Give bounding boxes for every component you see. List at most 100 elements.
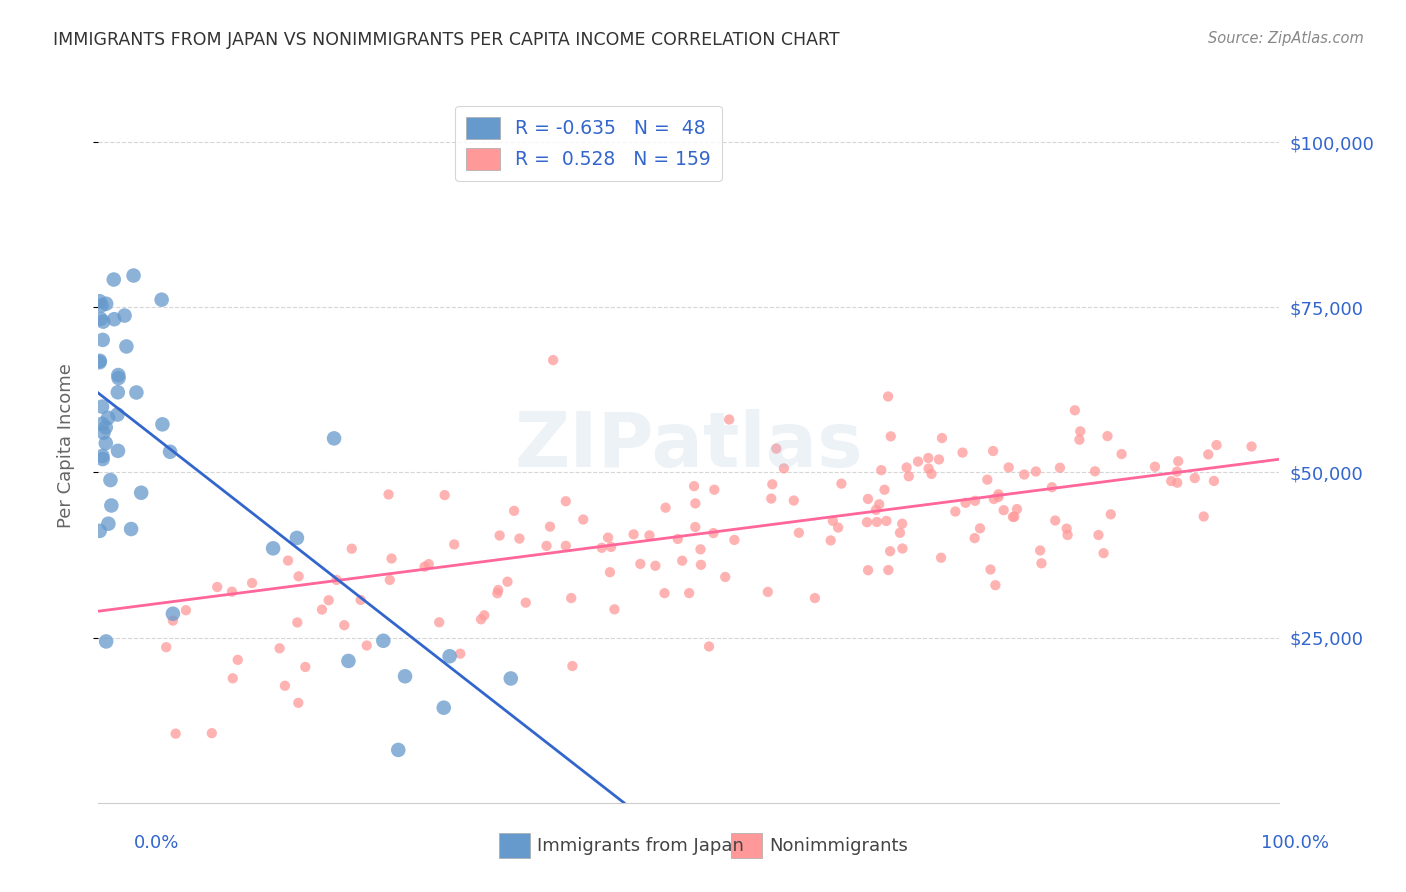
Point	[91, 449, 114, 463]
Point	[205, 580, 228, 594]
Point	[377, 487, 399, 501]
Point	[496, 574, 519, 589]
Point	[877, 390, 900, 404]
Point	[897, 469, 920, 483]
Point	[262, 541, 284, 556]
Point	[554, 539, 576, 553]
Point	[285, 531, 308, 545]
Text: Nonimmigrants: Nonimmigrants	[769, 837, 908, 855]
Point	[1045, 514, 1067, 528]
Point	[880, 429, 903, 443]
Point	[963, 531, 986, 545]
Point	[94, 436, 117, 450]
Point	[877, 563, 900, 577]
Point	[773, 461, 796, 475]
Point	[917, 461, 939, 475]
Point	[979, 562, 1001, 576]
Text: Immigrants from Japan: Immigrants from Japan	[537, 837, 744, 855]
Point	[697, 640, 720, 654]
Point	[1002, 509, 1025, 524]
Point	[152, 417, 174, 432]
Text: IMMIGRANTS FROM JAPAN VS NONIMMIGRANTS PER CAPITA INCOME CORRELATION CHART: IMMIGRANTS FROM JAPAN VS NONIMMIGRANTS P…	[53, 31, 839, 49]
Point	[690, 558, 713, 572]
Point	[1099, 508, 1122, 522]
Point	[1192, 509, 1215, 524]
Point	[1040, 480, 1063, 494]
Point	[683, 479, 706, 493]
Point	[449, 647, 471, 661]
Point	[554, 494, 576, 508]
Point	[889, 525, 911, 540]
Point	[515, 596, 537, 610]
Point	[875, 514, 897, 528]
Point	[114, 309, 136, 323]
Point	[756, 585, 779, 599]
Point	[870, 463, 893, 477]
Point	[1063, 403, 1085, 417]
Point	[666, 532, 689, 546]
Point	[718, 412, 741, 426]
Point	[488, 528, 510, 542]
Point	[103, 272, 125, 286]
Point	[856, 491, 879, 506]
Point	[240, 576, 263, 591]
Point	[91, 400, 114, 414]
Point	[277, 553, 299, 567]
Point	[394, 669, 416, 683]
Point	[323, 431, 346, 445]
Point	[654, 500, 676, 515]
Point	[413, 559, 436, 574]
Point	[866, 515, 889, 529]
Point	[560, 591, 582, 605]
Point	[1240, 440, 1263, 454]
Point	[879, 544, 901, 558]
Point	[100, 473, 122, 487]
Point	[120, 522, 142, 536]
Point	[269, 641, 291, 656]
Point	[325, 573, 347, 587]
Point	[1056, 528, 1078, 542]
Point	[987, 487, 1010, 501]
Point	[830, 476, 852, 491]
Point	[1160, 474, 1182, 488]
Point	[896, 460, 918, 475]
Point	[1001, 510, 1024, 524]
Point	[472, 608, 495, 623]
Point	[931, 431, 953, 445]
Point	[107, 371, 129, 385]
Point	[856, 563, 879, 577]
Point	[91, 333, 114, 347]
Point	[1031, 556, 1053, 570]
Point	[541, 353, 564, 368]
Point	[868, 497, 890, 511]
Point	[418, 557, 440, 571]
Point	[1087, 528, 1109, 542]
Point	[337, 654, 360, 668]
Point	[129, 485, 152, 500]
Point	[821, 514, 844, 528]
Point	[97, 410, 120, 425]
Point	[685, 496, 707, 510]
Point	[93, 425, 115, 440]
Point	[226, 653, 249, 667]
Point	[1166, 475, 1188, 490]
Point	[804, 591, 827, 605]
Point	[97, 516, 120, 531]
Point	[765, 442, 787, 456]
Point	[318, 593, 340, 607]
Point	[107, 443, 129, 458]
Text: 100.0%: 100.0%	[1261, 834, 1329, 852]
Text: ZIPatlas: ZIPatlas	[515, 409, 863, 483]
Point	[174, 603, 197, 617]
Point	[1167, 454, 1189, 468]
Point	[443, 537, 465, 551]
Point	[963, 493, 986, 508]
Point	[125, 385, 148, 400]
Point	[572, 512, 595, 526]
Point	[873, 483, 896, 497]
Point	[503, 504, 526, 518]
Point	[976, 473, 998, 487]
Point	[952, 445, 974, 459]
Point	[94, 420, 117, 434]
Point	[703, 483, 725, 497]
